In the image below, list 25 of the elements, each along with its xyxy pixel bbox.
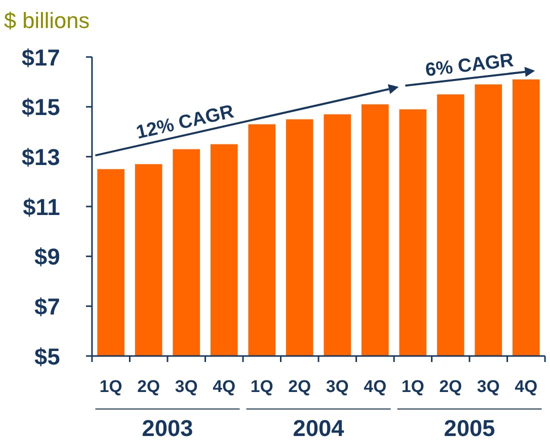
x-tick-label: 4Q [514,377,538,396]
x-tick-label: 1Q [402,377,424,396]
x-tick-label: 2Q [439,377,462,396]
y-tick-label: $5 [34,343,60,370]
x-tick-label: 3Q [326,377,349,396]
x-tick-label: 3Q [175,377,198,396]
text: 2004 [292,415,344,441]
text: 2005 [444,415,496,441]
x-tick-label: 1Q [100,377,122,396]
y-tick-label: $17 [22,44,60,70]
x-tick-label: 1Q [250,377,274,396]
y-tick-label: $7 [34,293,60,320]
x-tick-label: 2Q [288,377,311,396]
annotation: 12% CAGR [134,101,236,144]
chart-title: $ billions [4,8,90,33]
y-tick-label: $15 [22,94,60,120]
text: 2003 [142,415,194,441]
x-tick-label: 4Q [212,377,236,396]
y-tick-label: $11 [22,194,60,220]
x-tick-label: 3Q [477,377,500,396]
y-tick-label: $13 [22,144,60,170]
annotation: 6% CAGR [424,50,516,82]
x-tick-label: 2Q [137,377,160,396]
y-tick-label: $9 [34,244,60,270]
x-tick-label: 4Q [364,377,386,396]
